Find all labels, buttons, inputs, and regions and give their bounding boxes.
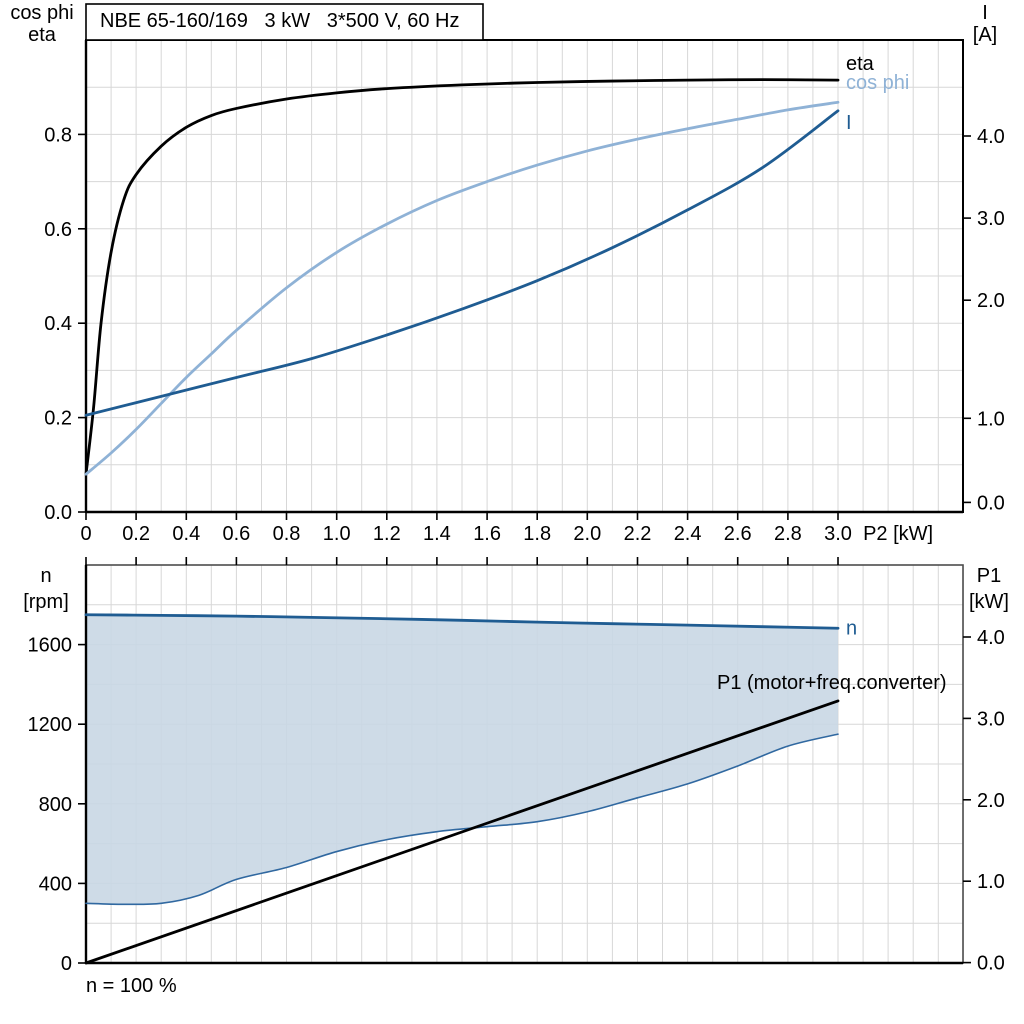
svg-text:0.4: 0.4 [172,523,200,545]
svg-text:P1: P1 [977,565,1001,587]
svg-text:cos phi: cos phi [846,72,909,94]
svg-text:400: 400 [39,873,72,895]
svg-text:P2 [kW]: P2 [kW] [863,523,933,545]
svg-text:1.4: 1.4 [423,523,451,545]
svg-text:2.0: 2.0 [977,290,1005,312]
svg-text:n = 100 %: n = 100 % [86,975,177,997]
svg-text:1.6: 1.6 [473,523,501,545]
svg-text:3.0: 3.0 [977,708,1005,730]
svg-text:1.8: 1.8 [523,523,551,545]
svg-text:0.6: 0.6 [44,219,72,241]
svg-text:1.0: 1.0 [977,871,1005,893]
svg-text:3.0: 3.0 [824,523,852,545]
svg-text:0.4: 0.4 [44,313,72,335]
svg-text:1600: 1600 [28,635,73,657]
svg-text:1200: 1200 [28,714,73,736]
svg-text:0.8: 0.8 [44,124,72,146]
svg-text:1.0: 1.0 [323,523,351,545]
svg-text:0: 0 [61,953,72,975]
svg-text:4.0: 4.0 [977,126,1005,148]
svg-text:0.0: 0.0 [977,953,1005,975]
svg-text:2.4: 2.4 [674,523,702,545]
svg-text:eta: eta [28,24,57,46]
svg-text:P1 (motor+freq.converter): P1 (motor+freq.converter) [717,672,947,694]
svg-text:I: I [982,2,988,24]
svg-text:n: n [846,617,857,639]
svg-text:I: I [846,112,852,134]
svg-text:1.0: 1.0 [977,408,1005,430]
svg-text:0.6: 0.6 [222,523,250,545]
svg-text:[A]: [A] [973,24,997,46]
svg-text:800: 800 [39,794,72,816]
svg-text:3.0: 3.0 [977,208,1005,230]
svg-text:2.2: 2.2 [624,523,652,545]
svg-text:2.8: 2.8 [774,523,802,545]
svg-text:2.6: 2.6 [724,523,752,545]
svg-text:[kW]: [kW] [969,591,1009,613]
svg-text:0.2: 0.2 [122,523,150,545]
svg-text:4.0: 4.0 [977,627,1005,649]
svg-text:n: n [40,565,51,587]
svg-text:NBE 65-160/169 3 kW 3*500: NBE 65-160/169 3 kW 3*500 V, 60 Hz [100,10,459,32]
svg-text:2.0: 2.0 [573,523,601,545]
svg-text:0: 0 [80,523,91,545]
svg-text:cos phi: cos phi [10,2,73,24]
svg-text:1.2: 1.2 [373,523,401,545]
svg-text:0.0: 0.0 [977,492,1005,514]
svg-text:2.0: 2.0 [977,790,1005,812]
svg-text:0.2: 0.2 [44,408,72,430]
svg-text:0.8: 0.8 [273,523,301,545]
svg-text:[rpm]: [rpm] [23,591,69,613]
svg-text:0.0: 0.0 [44,502,72,524]
